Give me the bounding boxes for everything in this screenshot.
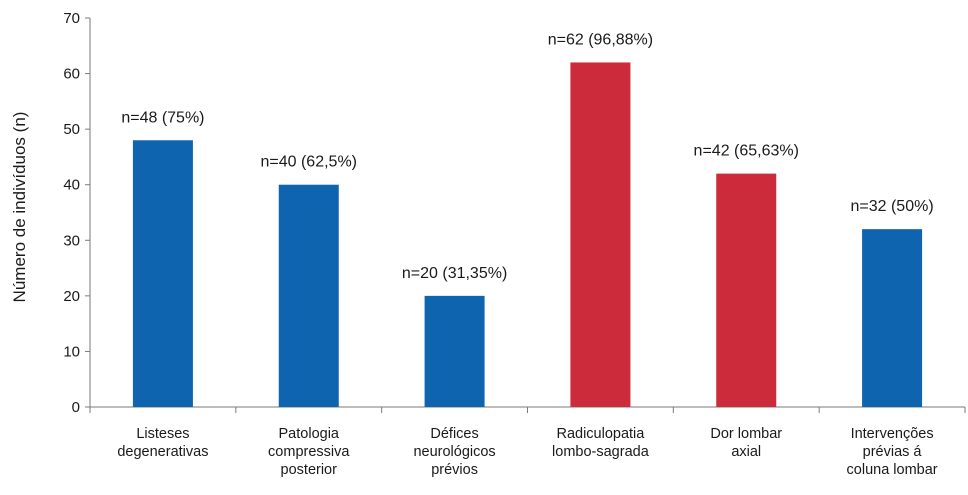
category-label: Intervenções prévias á coluna lombar	[847, 426, 938, 478]
y-axis-title: Número de indivíduos (n)	[10, 112, 29, 303]
axes: 0 10 20 30 40 50 60 70	[63, 10, 966, 416]
category-label-line: Dor lombar	[710, 426, 782, 442]
data-label: n=40 (62,5%)	[260, 154, 357, 171]
bar	[716, 173, 777, 407]
category-label-line: Intervenções	[851, 426, 934, 442]
data-label: n=62 (96,88%)	[548, 31, 653, 48]
y-tick-label: 50	[63, 121, 80, 138]
y-tick-label: 20	[63, 288, 80, 305]
category-label-line: Radiculopatia	[556, 426, 645, 442]
category-label: Défices neurológicos prévios	[413, 426, 495, 478]
y-tick-label: 40	[63, 177, 80, 194]
category-label-line: neurológicos	[413, 444, 495, 460]
labels-group: n=48 (75%) Listeses degenerativas n=40 (62,…	[117, 31, 937, 478]
y-tick-label: 10	[63, 343, 80, 360]
category-label-line: compressiva	[268, 444, 350, 460]
y-tick-label: 70	[63, 10, 80, 27]
data-label: n=48 (75%)	[121, 109, 204, 126]
y-tick-label: 30	[63, 232, 80, 249]
bar	[570, 62, 631, 407]
category-label-line: posterior	[281, 462, 338, 478]
y-tick-label: 60	[63, 66, 80, 83]
data-label: n=32 (50%)	[850, 198, 933, 215]
category-label: Dor lombar axial	[710, 426, 782, 460]
category-label: Listeses degenerativas	[117, 426, 208, 460]
category-label-line: Patologia	[279, 426, 340, 442]
y-tick-label: 0	[72, 399, 80, 416]
bar	[132, 140, 193, 407]
data-label: n=42 (65,63%)	[694, 143, 799, 160]
category-label-line: Défices	[430, 426, 478, 442]
category-label-line: degenerativas	[117, 444, 208, 460]
bar	[862, 229, 923, 407]
bar	[424, 295, 485, 407]
category-label-line: lombo-sagrada	[552, 444, 650, 460]
bars-group	[132, 62, 923, 407]
category-label-line: axial	[731, 444, 761, 460]
category-label: Radiculopatia lombo-sagrada	[552, 426, 650, 460]
category-label-line: prévias á	[863, 444, 923, 460]
category-label: Patologia compressiva posterior	[268, 426, 350, 478]
category-label-line: coluna lombar	[847, 462, 938, 478]
category-label-line: Listeses	[136, 426, 189, 442]
bar	[278, 184, 339, 407]
data-label: n=20 (31,35%)	[402, 265, 507, 282]
category-label-line: prévios	[431, 462, 478, 478]
